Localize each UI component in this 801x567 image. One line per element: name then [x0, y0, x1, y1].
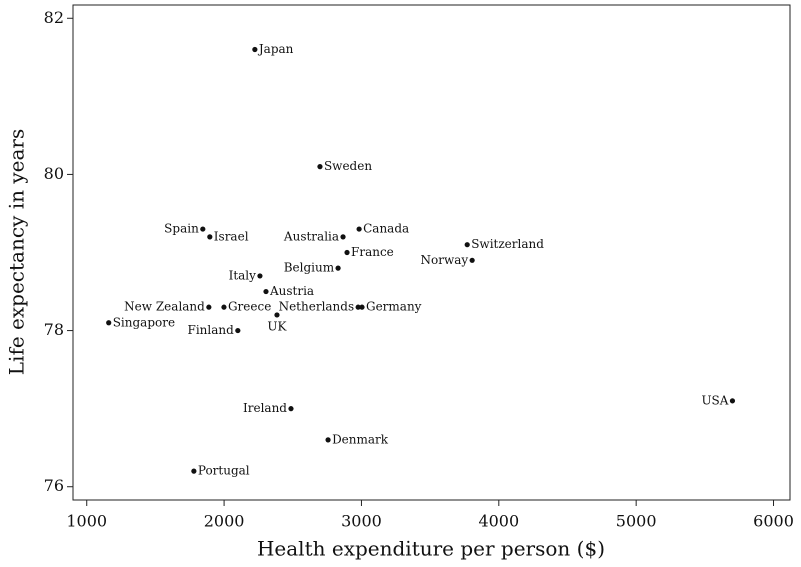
point	[317, 164, 323, 170]
y-tick-label: 82	[44, 8, 64, 27]
x-tick-label: 1000	[66, 512, 107, 531]
point-label: Ireland	[243, 401, 287, 415]
point	[263, 288, 269, 295]
x-tick-label: 5000	[616, 512, 657, 531]
point	[200, 226, 206, 232]
y-axis-label: Life expectancy in years	[5, 129, 29, 375]
point	[257, 273, 263, 279]
point	[355, 304, 361, 310]
point	[356, 226, 362, 232]
point	[221, 304, 227, 310]
point-label: UK	[267, 319, 287, 333]
point	[106, 320, 112, 326]
point-label: Spain	[164, 222, 199, 236]
point-label: Japan	[257, 42, 294, 56]
x-tick-label: 6000	[753, 512, 794, 531]
y-tick-label: 78	[44, 320, 64, 339]
point	[325, 437, 331, 443]
x-tick-label: 3000	[341, 512, 382, 531]
x-tick-label: 2000	[204, 512, 245, 531]
point-label: Netherlands	[279, 300, 355, 314]
point-label: Greece	[228, 300, 271, 314]
point	[469, 257, 475, 263]
point	[340, 234, 346, 240]
y-tick-label: 76	[44, 476, 64, 495]
point-label: Denmark	[332, 432, 389, 446]
point-label: Italy	[229, 268, 257, 282]
point	[191, 468, 197, 474]
point-label: Israel	[214, 229, 249, 243]
point	[288, 406, 294, 412]
point	[344, 249, 350, 256]
plot-frame	[72, 4, 791, 501]
point	[335, 265, 341, 271]
point	[252, 46, 258, 53]
point	[729, 398, 736, 404]
point-label: Norway	[420, 253, 468, 267]
x-axis-label: Health expenditure per person ($)	[257, 537, 605, 561]
point-label: Switzerland	[471, 237, 544, 251]
point-label: Canada	[363, 222, 409, 236]
point-label: Portugal	[198, 464, 250, 478]
point-label: Finland	[188, 323, 235, 337]
point	[464, 242, 470, 248]
point	[207, 234, 213, 240]
point	[235, 327, 241, 334]
point-label: USA	[701, 393, 728, 407]
point	[274, 312, 280, 318]
point-label: Australia	[283, 229, 339, 243]
x-tick-label: 4000	[478, 512, 519, 531]
point-label: Austria	[269, 284, 314, 298]
point	[206, 304, 212, 310]
point-label: Sweden	[324, 159, 372, 173]
point-label: France	[351, 245, 394, 259]
point-label: New Zealand	[124, 300, 205, 314]
point-label: Belgium	[284, 261, 335, 275]
point	[359, 304, 365, 310]
point-label: Germany	[366, 300, 422, 314]
point-label: Singapore	[113, 315, 175, 329]
y-tick-label: 80	[44, 164, 64, 183]
